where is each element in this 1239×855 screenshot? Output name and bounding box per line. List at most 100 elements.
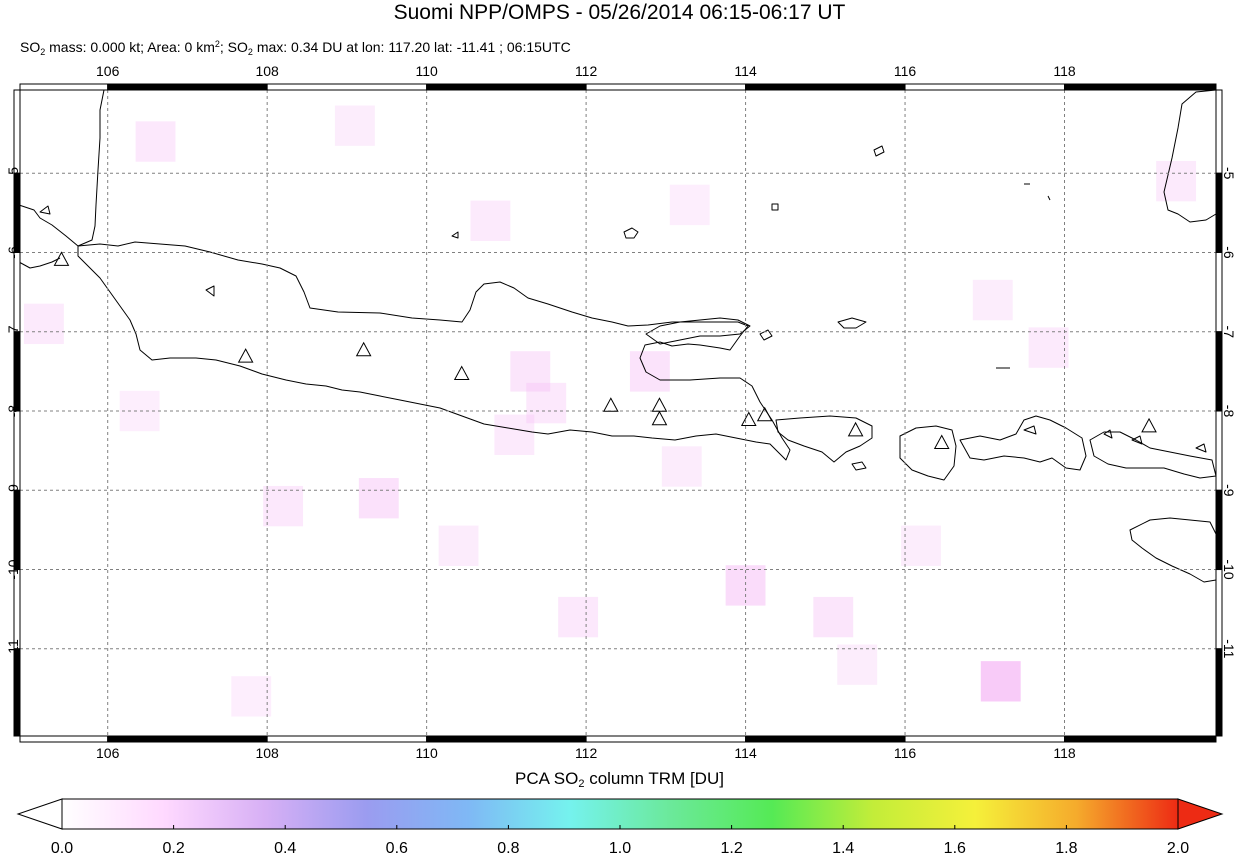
y-tick-label-right: -9 — [1221, 484, 1237, 497]
colorbar-tick-label: 0.8 — [497, 840, 519, 855]
x-tick-label-top: 106 — [96, 63, 120, 79]
colorbar-tick-label: 1.4 — [832, 840, 854, 855]
frame-bar-left — [13, 648, 21, 737]
coast-sumatra — [18, 89, 105, 247]
coast-islet-9 — [1103, 429, 1113, 439]
so2-pixel — [629, 351, 670, 392]
frame-bar-top — [19, 83, 109, 91]
frame-bar-left — [13, 489, 21, 571]
y-tick-label-right: -8 — [1221, 405, 1237, 418]
frame-bar-right — [1215, 172, 1223, 253]
coast-madura — [645, 317, 751, 345]
so2-pixel — [23, 303, 64, 345]
volcano-marker — [756, 406, 773, 422]
coast-bawean — [623, 227, 639, 239]
colorbar-tick-label: 1.8 — [1055, 840, 1077, 855]
x-tick-label-bottom: 108 — [255, 745, 279, 760]
x-tick-label-top: 110 — [415, 63, 438, 79]
coast-islet-8 — [1023, 425, 1037, 435]
volcano-marker — [602, 397, 619, 412]
coast-islet-7 — [39, 205, 51, 215]
colorbar-tick-label: 0.4 — [274, 840, 296, 855]
axis-tick-labels: 106 106 108 108 110 110 112 112 114 114 116 116 118 1… — [5, 63, 1237, 760]
colorbar-tick-label: 1.2 — [720, 840, 742, 855]
so2-pixel — [358, 478, 399, 519]
so2-pixel — [470, 200, 511, 241]
y-tick-label-left: -7 — [5, 325, 21, 338]
so2-pixel — [510, 351, 551, 392]
colorbar-tick-label: 2.0 — [1167, 840, 1189, 855]
x-tick-label-top: 118 — [1053, 63, 1076, 79]
frame-bar-left — [13, 172, 21, 253]
volcano-marker — [740, 411, 757, 427]
x-tick-label-bottom: 114 — [734, 745, 757, 760]
colorbar-over-arrow — [1177, 798, 1224, 830]
volcano-marker — [933, 434, 950, 450]
colorbar-body — [16, 798, 1224, 830]
colorbar-under-arrow — [16, 798, 63, 830]
frame-bar-top — [426, 83, 587, 91]
x-tick-label-top: 116 — [894, 63, 917, 79]
so2-pixel — [334, 105, 375, 146]
so2-pixel — [837, 644, 878, 685]
frame-bar-right — [1215, 331, 1223, 412]
frame-bar-top — [745, 83, 906, 91]
coast-islet-6 — [451, 231, 459, 239]
coast-lombok — [899, 425, 957, 481]
coast-islet-10 — [1131, 435, 1143, 445]
colorbar-tick-label: 0.6 — [386, 840, 408, 855]
coast-sumbawa-east — [1089, 431, 1217, 479]
frame-bar-left — [13, 569, 21, 650]
volcano-marker — [237, 348, 254, 363]
y-tick-label-right: -6 — [1221, 246, 1237, 259]
frame-bar-bottom — [426, 735, 587, 743]
x-tick-label-bottom: 116 — [894, 745, 917, 760]
frame-bar-right — [1215, 569, 1223, 650]
frame-bar-right — [1215, 410, 1223, 491]
y-tick-label-left: -9 — [5, 484, 21, 497]
colorbar-tick-label: 0.2 — [162, 840, 184, 855]
volcano-marker — [847, 421, 864, 437]
colorbar-tick-label: 1.6 — [944, 840, 966, 855]
coast-bali — [775, 415, 873, 463]
frame-bar-left — [13, 89, 21, 174]
so2-pixel — [669, 184, 710, 226]
colorbar-tick-label: 1.0 — [609, 840, 631, 855]
map-frame — [13, 83, 1223, 743]
so2-pixel — [1028, 327, 1069, 368]
x-tick-label-top: 108 — [255, 63, 279, 79]
frame-bar-bottom — [266, 735, 428, 743]
colorbar-gradient — [61, 798, 1179, 830]
frame-bar-left — [13, 331, 21, 412]
frame-bar-top — [266, 83, 428, 91]
coast-islet-14 — [1047, 195, 1051, 201]
volcano-marker — [651, 410, 668, 426]
coast-islet-11 — [1195, 443, 1207, 453]
so2-pixel — [558, 596, 599, 638]
coast-sumba — [1129, 517, 1217, 583]
y-tick-label-left: -8 — [5, 405, 21, 418]
so2-pixel — [438, 525, 479, 566]
x-tick-label-bottom: 106 — [96, 745, 120, 760]
coast-sumbawa — [959, 415, 1087, 471]
so2-pixel — [980, 661, 1021, 702]
frame-bar-right — [1215, 89, 1223, 174]
y-tick-label-right: -7 — [1221, 326, 1237, 339]
map-border — [19, 89, 1217, 737]
volcano-marker — [651, 397, 668, 412]
volcano-marker — [1141, 417, 1157, 433]
x-tick-label-top: 112 — [575, 63, 598, 79]
map-title: Suomi NPP/OMPS - 05/26/2014 06:15-06:17 … — [393, 1, 846, 24]
x-tick-label-bottom: 112 — [575, 745, 598, 760]
y-tick-label-right: -11 — [1221, 639, 1237, 658]
frame-bar-top — [1064, 83, 1217, 91]
colorbar-tick-labels: 0.0 0.2 0.4 0.6 0.8 1.0 1.2 1.4 1.6 1.8 2.0 — [51, 840, 1189, 855]
volcano-marker — [453, 365, 470, 381]
colorbar-tick-label: 0.0 — [51, 840, 73, 855]
frame-bar-left — [13, 410, 21, 491]
so2-map: 106 106 108 108 110 110 112 112 114 114 116 116 118 1… — [5, 63, 1237, 760]
y-tick-label-right: -10 — [1221, 559, 1237, 579]
so2-stats-line: SO2 mass: 0.000 kt; Area: 0 km2; SO2 max… — [20, 39, 571, 57]
coast-islet-5 — [205, 285, 215, 297]
x-tick-label-bottom: 118 — [1053, 745, 1076, 760]
